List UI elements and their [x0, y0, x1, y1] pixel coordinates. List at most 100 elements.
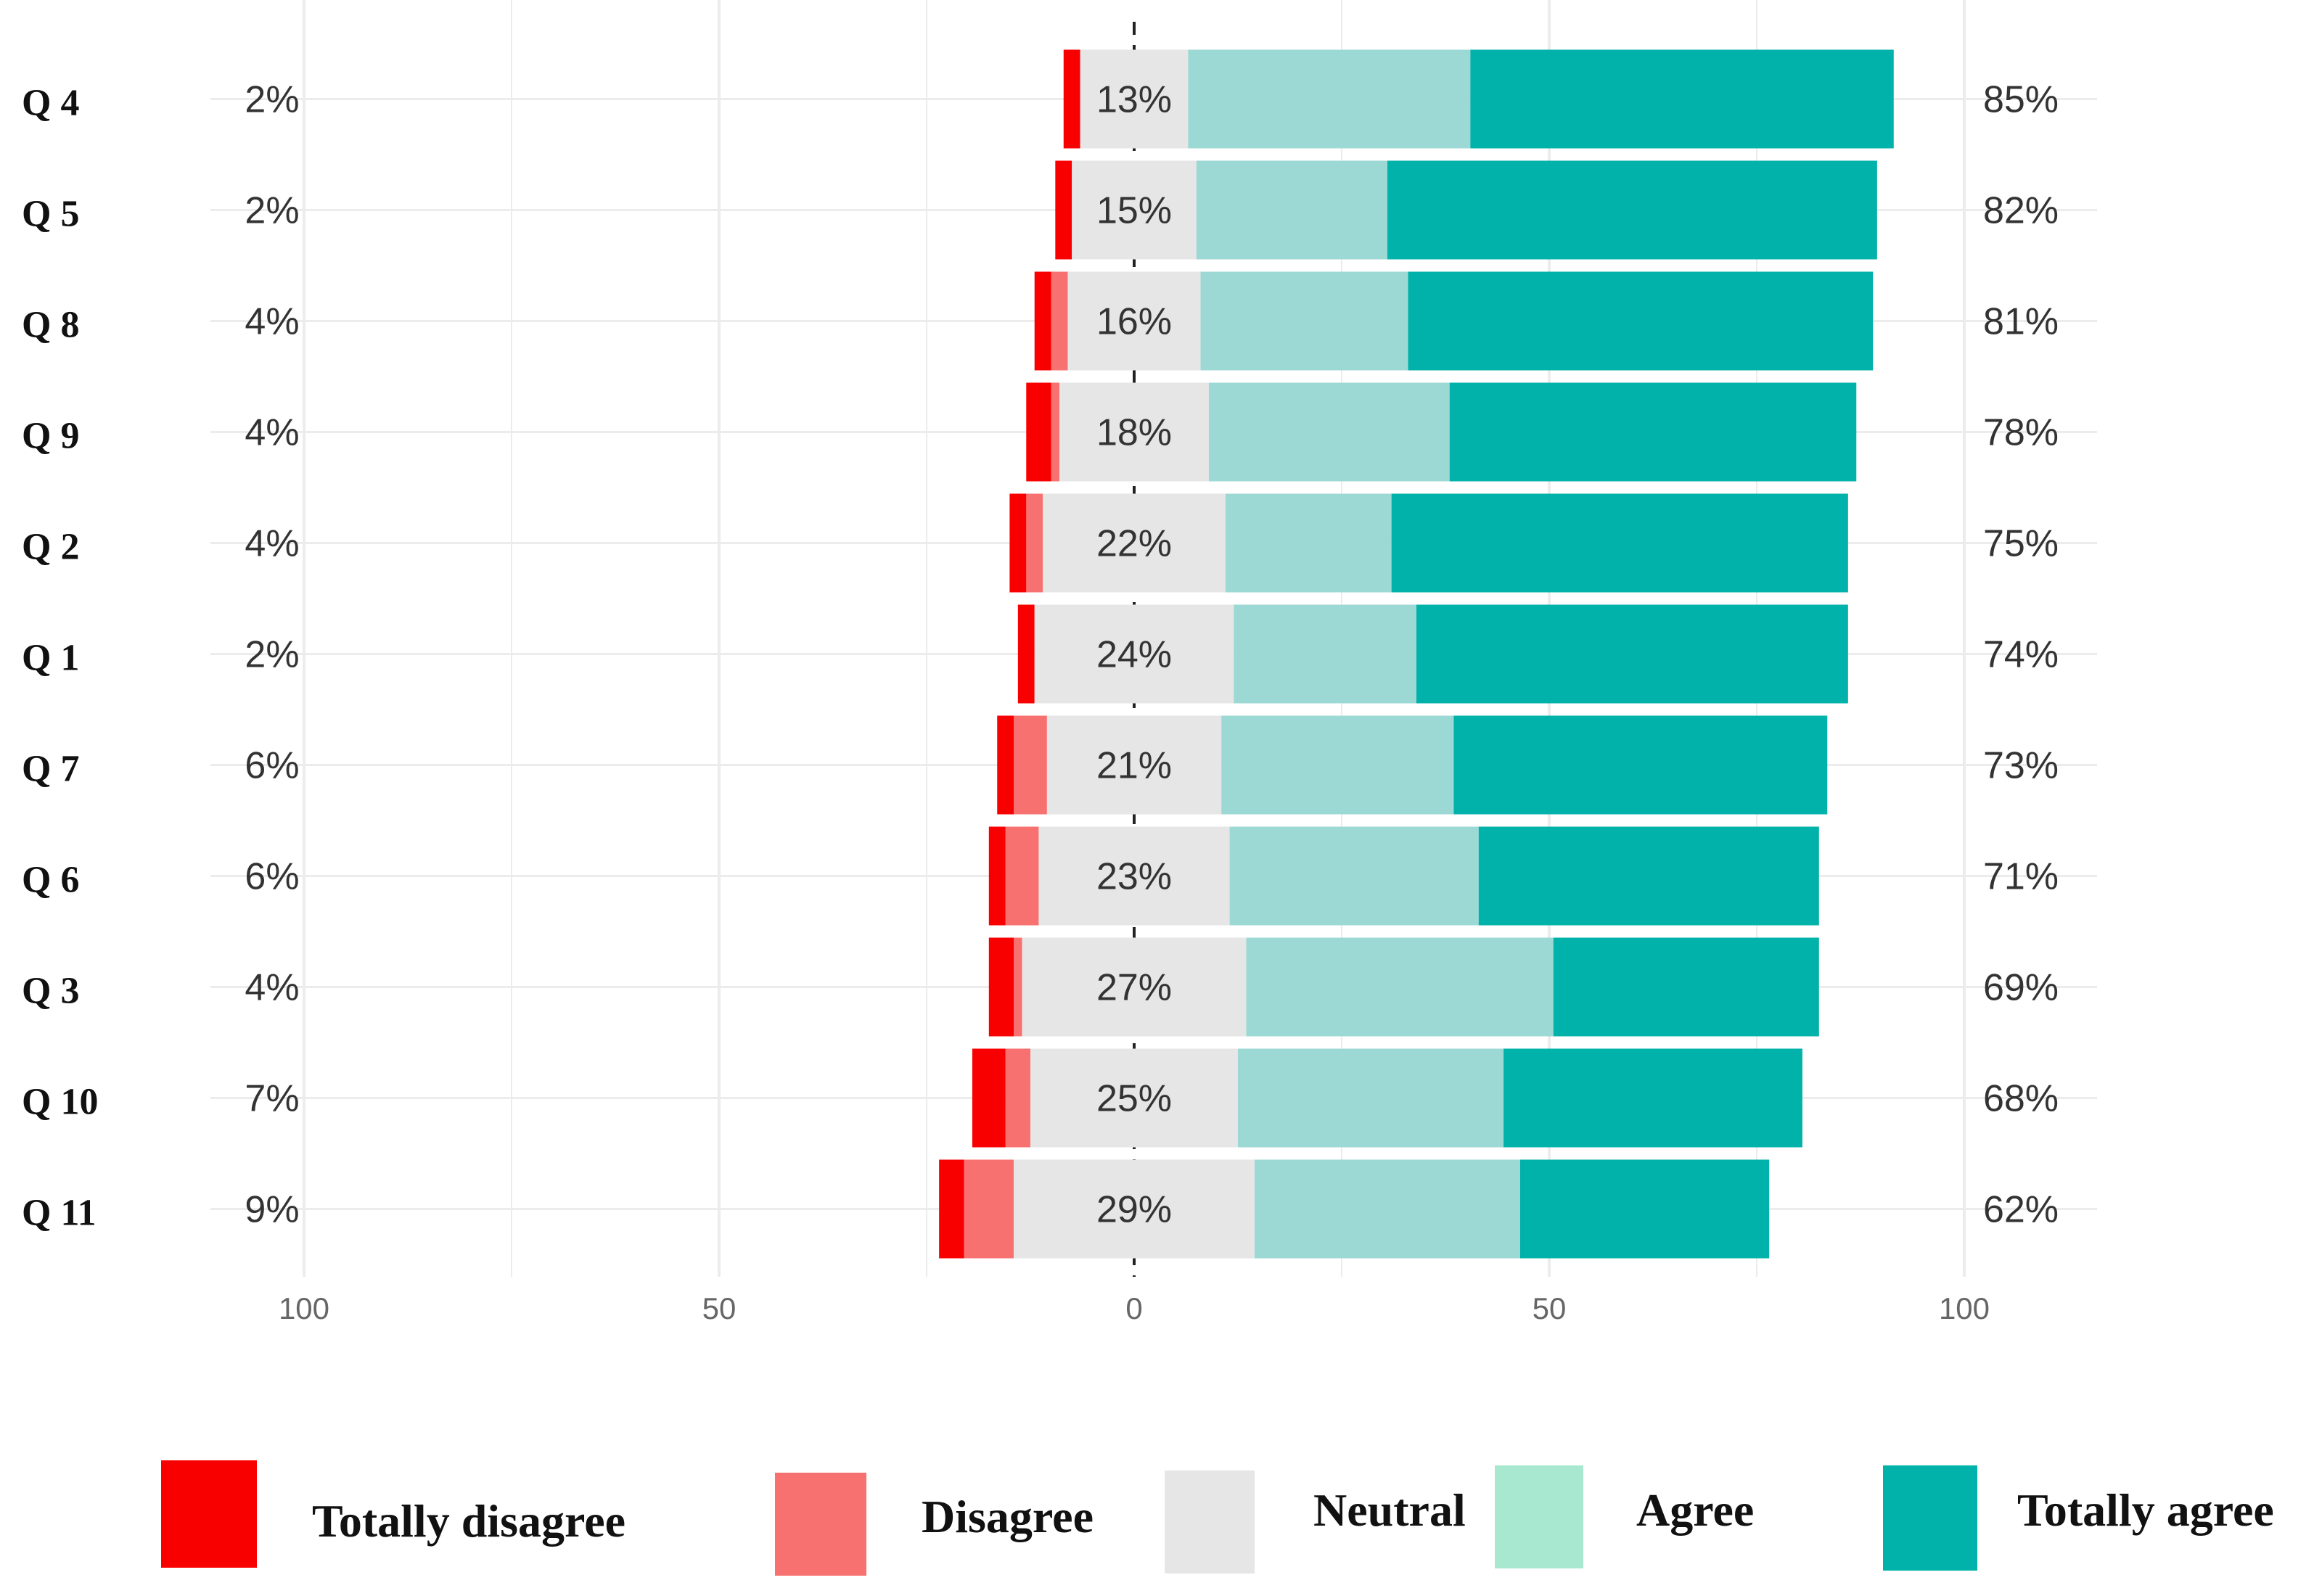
bar-segment-totally-agree [1453, 715, 1828, 815]
bar-segment-agree [1208, 382, 1450, 482]
question-label: Q 4 [22, 83, 79, 124]
left-percent-label: 9% [245, 1189, 299, 1231]
bar-segment-totally-disagree [1063, 49, 1080, 149]
bar-segment-neutral [1022, 937, 1247, 1037]
bar-segment-totally-agree [1519, 1159, 1770, 1259]
legend-swatch [1495, 1465, 1583, 1568]
x-tick-label: 100 [1939, 1291, 1990, 1325]
bar-segment-agree [1254, 1159, 1520, 1259]
left-percent-label: 4% [245, 412, 299, 454]
legend-label: Totally agree [2017, 1484, 2274, 1536]
x-tick-label: 50 [702, 1291, 737, 1325]
bar-segment-neutral [1034, 604, 1234, 704]
center-percent-label: 24% [1096, 634, 1172, 676]
legend-label: Neutral [1313, 1484, 1466, 1536]
right-percent-label: 62% [1983, 1189, 2059, 1231]
center-percent-label: 29% [1096, 1189, 1172, 1231]
bar-segment-totally-disagree [997, 715, 1014, 815]
bar-segment-totally-agree [1416, 604, 1848, 704]
bar-segment-totally-disagree [988, 937, 1014, 1037]
bar-segment-neutral [1043, 493, 1226, 593]
right-percent-label: 82% [1983, 190, 2059, 232]
bar-segment-totally-agree [1553, 937, 1819, 1037]
legend-label: Totally disagree [312, 1495, 625, 1547]
bar-segment-agree [1196, 160, 1387, 260]
bar-segment-neutral [1080, 49, 1189, 149]
left-percent-label: 2% [245, 190, 299, 232]
bar-segment-disagree [1014, 715, 1047, 815]
bar-segment-totally-disagree [1009, 493, 1027, 593]
question-label: Q 10 [22, 1082, 98, 1123]
bar-segment-agree [1200, 271, 1408, 371]
right-percent-label: 74% [1983, 634, 2059, 676]
center-percent-label: 18% [1096, 412, 1172, 454]
center-percent-label: 13% [1096, 79, 1172, 121]
bar-segment-totally-agree [1478, 826, 1819, 926]
bar-segment-totally-disagree [1026, 382, 1051, 482]
center-percent-label: 15% [1096, 190, 1172, 232]
bar-segment-totally-disagree [939, 1159, 964, 1259]
x-axis-ticks: 100 50 0 50 100 [279, 1291, 1990, 1325]
bar-segment-neutral [1046, 715, 1222, 815]
bar-segment-totally-agree [1408, 271, 1874, 371]
right-percent-label: 69% [1983, 967, 2059, 1009]
bar-segment-totally-disagree [1017, 604, 1035, 704]
labels-layer: Q 4 2% 13% 85% Q 5 2% 15% 82% Q 8 4% 16% 81% Q 9 4% 18… [22, 79, 2059, 1234]
left-percent-label: 6% [245, 745, 299, 787]
right-percent-label: 85% [1983, 79, 2059, 121]
right-percent-label: 78% [1983, 412, 2059, 454]
x-tick-label: 0 [1125, 1291, 1142, 1325]
left-percent-label: 2% [245, 79, 299, 121]
center-percent-label: 25% [1096, 1078, 1172, 1120]
bar-segment-totally-disagree [1034, 271, 1051, 371]
bars-layer [939, 49, 1894, 1259]
bar-segment-disagree [1051, 382, 1060, 482]
legend-swatch [1165, 1470, 1255, 1574]
bar-segment-agree [1221, 715, 1454, 815]
center-percent-label: 23% [1096, 856, 1172, 898]
left-percent-label: 2% [245, 634, 299, 676]
center-percent-label: 22% [1096, 523, 1172, 565]
right-percent-label: 71% [1983, 856, 2059, 898]
bar-segment-agree [1246, 937, 1554, 1037]
question-label: Q 5 [22, 194, 79, 235]
legend-swatch [161, 1460, 257, 1568]
legend: Totally disagree Disagree Neutral Agree Tota… [161, 1460, 2274, 1576]
legend-label: Disagree [922, 1491, 1094, 1542]
bar-segment-totally-disagree [1055, 160, 1072, 260]
left-percent-label: 6% [245, 856, 299, 898]
bar-segment-totally-agree [1449, 382, 1857, 482]
bar-segment-totally-agree [1387, 160, 1877, 260]
bar-segment-disagree [1051, 271, 1068, 371]
center-percent-label: 16% [1096, 301, 1172, 343]
bar-segment-totally-agree [1391, 493, 1848, 593]
bar-segment-disagree [1014, 937, 1022, 1037]
question-label: Q 3 [22, 971, 79, 1012]
bar-segment-agree [1234, 604, 1416, 704]
left-percent-label: 4% [245, 523, 299, 565]
x-tick-label: 50 [1533, 1291, 1567, 1325]
bar-segment-agree [1238, 1048, 1504, 1148]
bar-segment-disagree [1005, 1048, 1030, 1148]
question-label: Q 9 [22, 416, 79, 457]
center-percent-label: 21% [1096, 745, 1172, 787]
right-percent-label: 68% [1983, 1078, 2059, 1120]
bar-segment-agree [1188, 49, 1471, 149]
left-percent-label: 7% [245, 1078, 299, 1120]
bar-segment-disagree [1005, 826, 1039, 926]
bar-segment-disagree [1026, 493, 1043, 593]
question-label: Q 1 [22, 638, 79, 679]
bar-segment-disagree [964, 1159, 1014, 1259]
bar-segment-agree [1229, 826, 1479, 926]
left-percent-label: 4% [245, 301, 299, 343]
legend-swatch [775, 1473, 866, 1576]
legend-label: Agree [1636, 1484, 1754, 1536]
bar-segment-totally-disagree [988, 826, 1006, 926]
bar-segment-neutral [1030, 1048, 1238, 1148]
bar-segment-neutral [1038, 826, 1230, 926]
bar-segment-totally-disagree [972, 1048, 1006, 1148]
bar-segment-neutral [1072, 160, 1197, 260]
legend-swatch [1883, 1465, 1977, 1571]
question-label: Q 2 [22, 527, 79, 568]
